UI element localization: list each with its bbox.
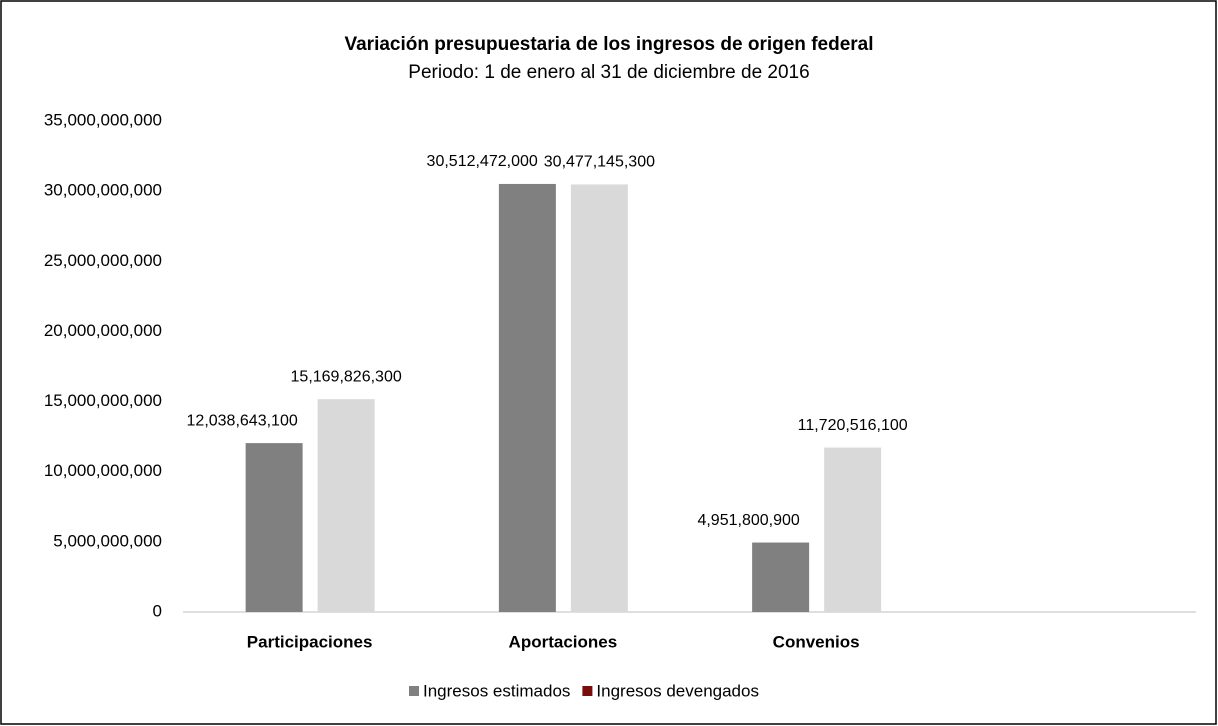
chart-subtitle: Periodo: 1 de enero al 31 de diciembre d… xyxy=(408,62,809,83)
x-tick-label: Participaciones xyxy=(247,632,373,651)
y-tick-label: 5,000,000,000 xyxy=(53,531,162,550)
y-tick-label: 25,000,000,000 xyxy=(44,251,162,270)
data-label: 4,951,800,900 xyxy=(697,512,799,529)
y-tick-label: 20,000,000,000 xyxy=(44,321,162,340)
data-label: 15,169,826,300 xyxy=(291,368,402,385)
data-label: 12,038,643,100 xyxy=(187,412,298,429)
y-tick-label: 15,000,000,000 xyxy=(44,391,162,410)
data-label: 11,720,516,100 xyxy=(798,417,908,434)
bar xyxy=(570,184,628,612)
x-tick-label: Convenios xyxy=(773,632,860,651)
bar xyxy=(317,399,375,612)
legend-label: Ingresos estimados xyxy=(423,681,570,700)
legend-label: Ingresos devengados xyxy=(596,681,759,700)
legend-swatch xyxy=(582,686,593,696)
y-tick-label: 0 xyxy=(153,601,162,620)
bar xyxy=(752,542,810,612)
y-tick-label: 10,000,000,000 xyxy=(44,461,162,480)
bar xyxy=(498,183,556,612)
bar xyxy=(824,447,882,612)
y-tick-label: 35,000,000,000 xyxy=(44,110,162,129)
chart-title: Variación presupuestaria de los ingresos… xyxy=(344,34,873,55)
data-label: 30,477,145,300 xyxy=(544,154,655,171)
bar xyxy=(245,443,303,612)
x-tick-label: Aportaciones xyxy=(509,632,618,651)
legend-swatch xyxy=(409,686,419,696)
data-label: 30,512,472,000 xyxy=(427,153,538,170)
y-tick-label: 30,000,000,000 xyxy=(44,181,162,200)
